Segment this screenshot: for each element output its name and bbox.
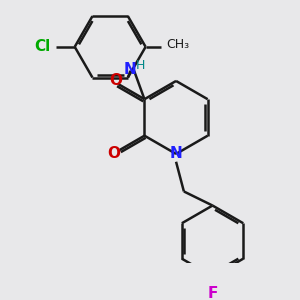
Text: O: O (107, 146, 120, 161)
Text: Cl: Cl (34, 39, 50, 54)
Text: O: O (109, 73, 122, 88)
Text: H: H (136, 59, 145, 72)
Text: N: N (170, 146, 182, 161)
Text: N: N (124, 62, 137, 77)
Text: CH₃: CH₃ (167, 38, 190, 51)
Text: F: F (207, 286, 218, 300)
